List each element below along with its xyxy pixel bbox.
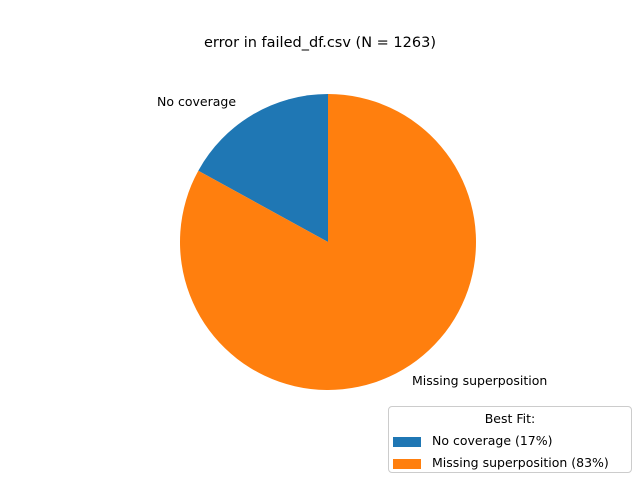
legend-swatch-missing-superposition [393,459,421,469]
legend-swatch-no-coverage [393,437,421,447]
legend-label-no-coverage: No coverage (17%) [432,433,553,448]
legend-title: Best Fit: [484,411,536,426]
chart-title: error in failed_df.csv (N = 1263) [204,35,436,51]
legend-label-missing-superposition: Missing superposition (83%) [432,455,609,470]
pie-slice-missing-superposition [179,94,476,391]
legend: Best Fit: No coverage (17%) Missing supe… [388,406,632,473]
pie-slice-no-coverage [198,94,328,242]
slice-label-missing-superposition: Missing superposition [412,373,548,388]
slice-label-no-coverage: No coverage [157,94,237,109]
